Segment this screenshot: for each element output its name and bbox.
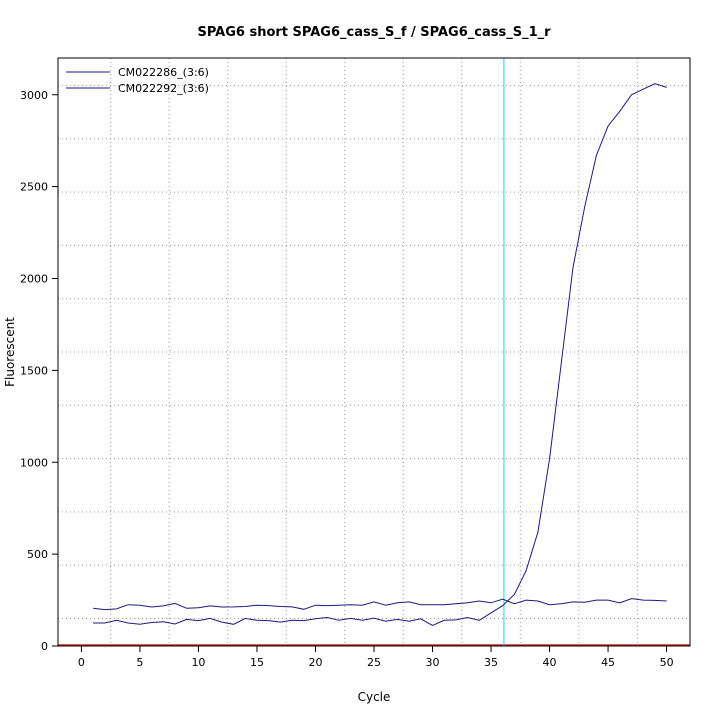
y-tick-label: 2000 [20, 273, 48, 286]
y-tick-label: 3000 [20, 89, 48, 102]
x-axis-label: Cycle [358, 690, 391, 704]
legend-label-cm022292: CM022292_(3:6) [118, 82, 209, 95]
y-tick-label: 1500 [20, 364, 48, 377]
x-tick-label: 15 [250, 656, 264, 669]
x-tick-label: 0 [78, 656, 85, 669]
x-tick-label: 30 [426, 656, 440, 669]
x-tick-label: 10 [191, 656, 205, 669]
y-tick-label: 2500 [20, 181, 48, 194]
x-tick-label: 40 [543, 656, 557, 669]
x-tick-label: 25 [367, 656, 381, 669]
y-tick-label: 0 [41, 640, 48, 653]
series-line-0 [93, 83, 667, 626]
series-layer [93, 83, 667, 626]
x-tick-label: 50 [660, 656, 674, 669]
legend: CM022286_(3:6) CM022292_(3:6) [66, 66, 209, 95]
x-tick-label: 20 [308, 656, 322, 669]
chart-title: SPAG6 short SPAG6_cass_S_f / SPAG6_cass_… [197, 25, 551, 40]
x-tick-label: 35 [484, 656, 498, 669]
y-tick-label: 1000 [20, 456, 48, 469]
x-tick-label: 45 [601, 656, 615, 669]
y-tick-label: 500 [27, 548, 48, 561]
series-line-1 [93, 598, 667, 611]
x-tick-label: 5 [136, 656, 143, 669]
y-axis: 0 500 1000 1500 2000 2500 3000 [20, 89, 58, 653]
y-axis-label: Fluorescent [3, 317, 17, 387]
x-axis: 0 5 10 15 20 25 30 35 40 45 50 [78, 646, 674, 669]
legend-label-cm022286: CM022286_(3:6) [118, 66, 209, 79]
